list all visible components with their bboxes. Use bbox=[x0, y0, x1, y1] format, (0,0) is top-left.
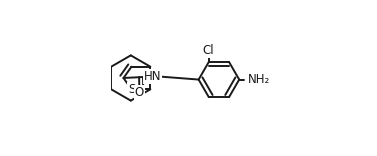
Text: O: O bbox=[135, 86, 144, 99]
Text: HN: HN bbox=[144, 70, 161, 83]
Text: Cl: Cl bbox=[202, 44, 214, 57]
Text: NH₂: NH₂ bbox=[248, 73, 270, 86]
Text: S: S bbox=[128, 83, 135, 96]
